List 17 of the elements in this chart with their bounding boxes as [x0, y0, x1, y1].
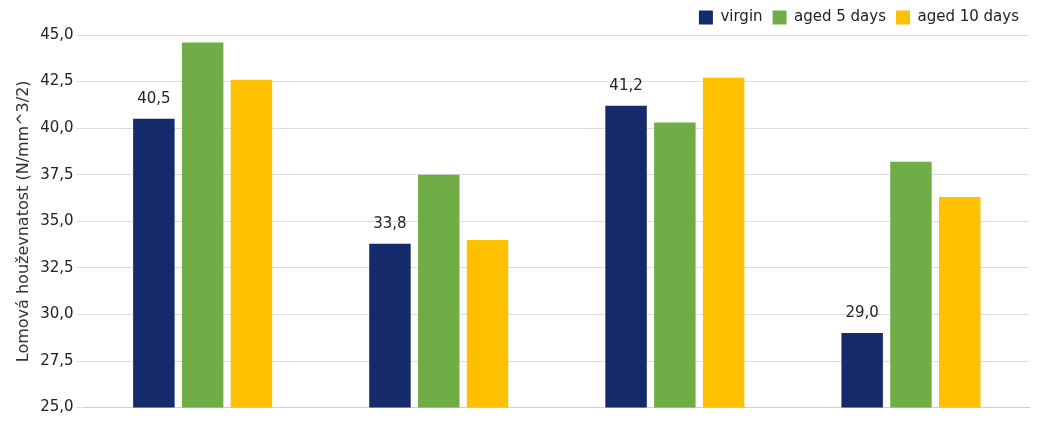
data-label: 40,5: [137, 89, 171, 108]
y-tick-label: 45,0: [40, 24, 74, 43]
y-tick-label: 37,5: [40, 164, 74, 183]
legend-label: aged 5 days: [794, 7, 887, 26]
y-tick-label: 35,0: [40, 211, 74, 230]
y-tick-label: 30,0: [40, 304, 74, 323]
y-tick-label: 40,0: [40, 118, 74, 137]
y-tick-label: 42,5: [40, 71, 74, 90]
y-tick-label: 27,5: [40, 350, 74, 369]
data-label: 33,8: [373, 214, 407, 233]
y-tick-label: 32,5: [40, 257, 74, 276]
y-axis-title: Lomová houževnatost (N/mm^3/2): [12, 80, 32, 363]
y-tick-label: 25,0: [40, 397, 74, 416]
data-label: 41,2: [609, 76, 643, 95]
legend-label: virgin: [720, 7, 763, 26]
data-label: 29,0: [845, 303, 879, 322]
legend-label: aged 10 days: [917, 7, 1020, 26]
